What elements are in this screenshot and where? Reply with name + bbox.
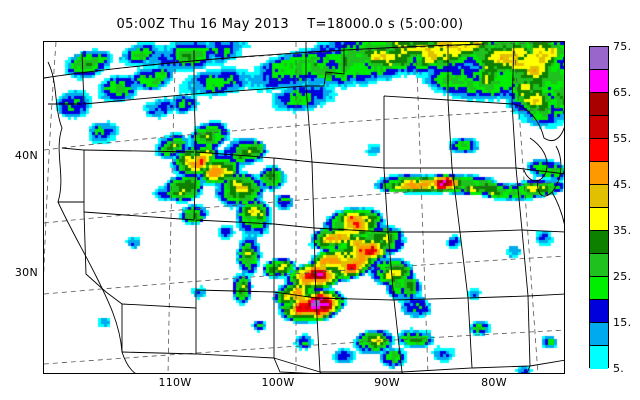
x-tick-110w: 110W <box>158 376 192 389</box>
colorbar-band-40 <box>590 185 608 208</box>
colorbar-band-45 <box>590 162 608 185</box>
colorbar-tick-45: 45. <box>613 178 632 191</box>
colorbar-band-5 <box>590 346 608 369</box>
colorbar-tick-25: 25. <box>613 270 632 283</box>
x-tick-80w: 80W <box>481 376 507 389</box>
state-boundaries <box>44 42 564 373</box>
colorbar-band-50 <box>590 139 608 162</box>
colorbar-band-10 <box>590 323 608 346</box>
map-overlay <box>44 42 564 373</box>
colorbar-tick-65: 65. <box>613 86 632 99</box>
colorbar-band-65 <box>590 70 608 93</box>
colorbar-band-25 <box>590 254 608 277</box>
figure-title: 05:00Z Thu 16 May 2013 T=18000.0 s (5:00… <box>116 17 464 32</box>
reflectivity-field <box>44 42 564 373</box>
colorbar-tick-75: 75. <box>613 40 632 53</box>
map-plot-area <box>43 41 565 374</box>
colorbar-tick-35: 35. <box>613 224 632 237</box>
x-tick-100w: 100W <box>261 376 295 389</box>
colorbar-tick-5: 5. <box>613 362 625 375</box>
colorbar-band-15 <box>590 300 608 323</box>
reflectivity-colorbar <box>589 46 609 369</box>
colorbar-band-30 <box>590 231 608 254</box>
y-tick-40n: 40N <box>14 149 38 162</box>
y-tick-30n: 30N <box>14 266 38 279</box>
colorbar-tick-15: 15. <box>613 316 632 329</box>
colorbar-band-20 <box>590 277 608 300</box>
colorbar-band-70 <box>590 47 608 70</box>
colorbar-band-35 <box>590 208 608 231</box>
colorbar-tick-55: 55. <box>613 132 632 145</box>
colorbar-band-55 <box>590 116 608 139</box>
x-tick-90w: 90W <box>374 376 400 389</box>
colorbar-band-60 <box>590 93 608 116</box>
